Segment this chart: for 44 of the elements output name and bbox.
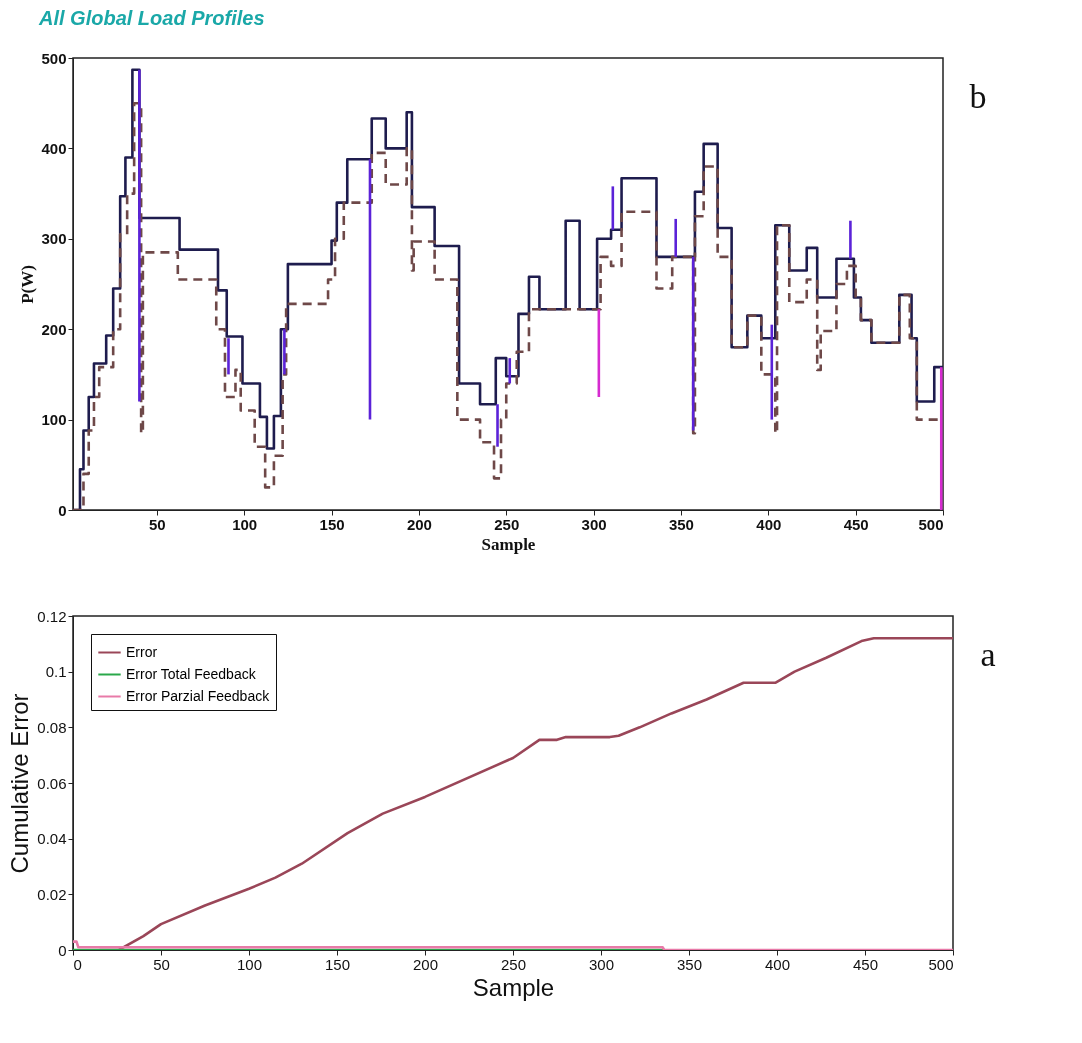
x-tick-label: 250: [494, 515, 520, 533]
x-tick-label: 500: [928, 955, 954, 973]
y-tick-label: 0.08: [37, 718, 67, 736]
x-tick-label: 250: [500, 955, 527, 973]
legend-label: Error: [126, 643, 158, 660]
y-tick-label: 500: [41, 49, 67, 67]
legend-label: Error Parzial Feedback: [126, 687, 271, 704]
x-axis-title: Sample: [472, 973, 555, 1001]
y-tick-label: 0.06: [37, 774, 67, 792]
x-tick-label: 150: [319, 515, 345, 533]
y-tick-label: 0: [58, 501, 67, 519]
y-tick-label: 0.12: [37, 607, 67, 625]
y-axis-title: P(W): [18, 265, 38, 304]
x-tick-label: 100: [236, 955, 263, 973]
text: a: [980, 636, 996, 673]
x-tick-label: 150: [324, 955, 351, 973]
y-tick-label: 100: [41, 411, 67, 429]
x-tick-label: 300: [581, 515, 607, 533]
x-tick-label: 100: [232, 515, 258, 533]
x-tick-label: 400: [756, 515, 782, 533]
y-axis-title: Cumulative Error: [6, 693, 34, 874]
y-tick-label: 0.04: [37, 830, 67, 848]
x-tick-label: 500: [918, 515, 944, 533]
y-tick-label: 0: [58, 941, 67, 959]
x-tick-label: 450: [852, 955, 879, 973]
x-tick-label: 450: [843, 515, 869, 533]
chart-title: All Global Load Profiles: [37, 7, 265, 29]
x-tick-label: 400: [764, 955, 791, 973]
x-tick-label: 300: [588, 955, 615, 973]
x-tick-label: 350: [668, 515, 694, 533]
legend-label: Error Total Feedback: [126, 665, 257, 682]
x-tick-label: 350: [676, 955, 703, 973]
y-tick-label: 0.1: [45, 663, 67, 681]
x-tick-label: 50: [149, 515, 166, 533]
y-tick-label: 0.02: [37, 885, 67, 903]
x-tick-label: 0: [73, 955, 82, 973]
x-tick-label: 50: [153, 955, 170, 973]
y-tick-label: 400: [41, 139, 67, 157]
y-tick-label: 300: [41, 230, 67, 248]
x-tick-label: 200: [412, 955, 439, 973]
y-tick-label: 200: [41, 320, 67, 338]
x-axis-title: Sample: [481, 534, 536, 554]
x-tick-label: 200: [406, 515, 432, 533]
text: b: [969, 78, 987, 115]
